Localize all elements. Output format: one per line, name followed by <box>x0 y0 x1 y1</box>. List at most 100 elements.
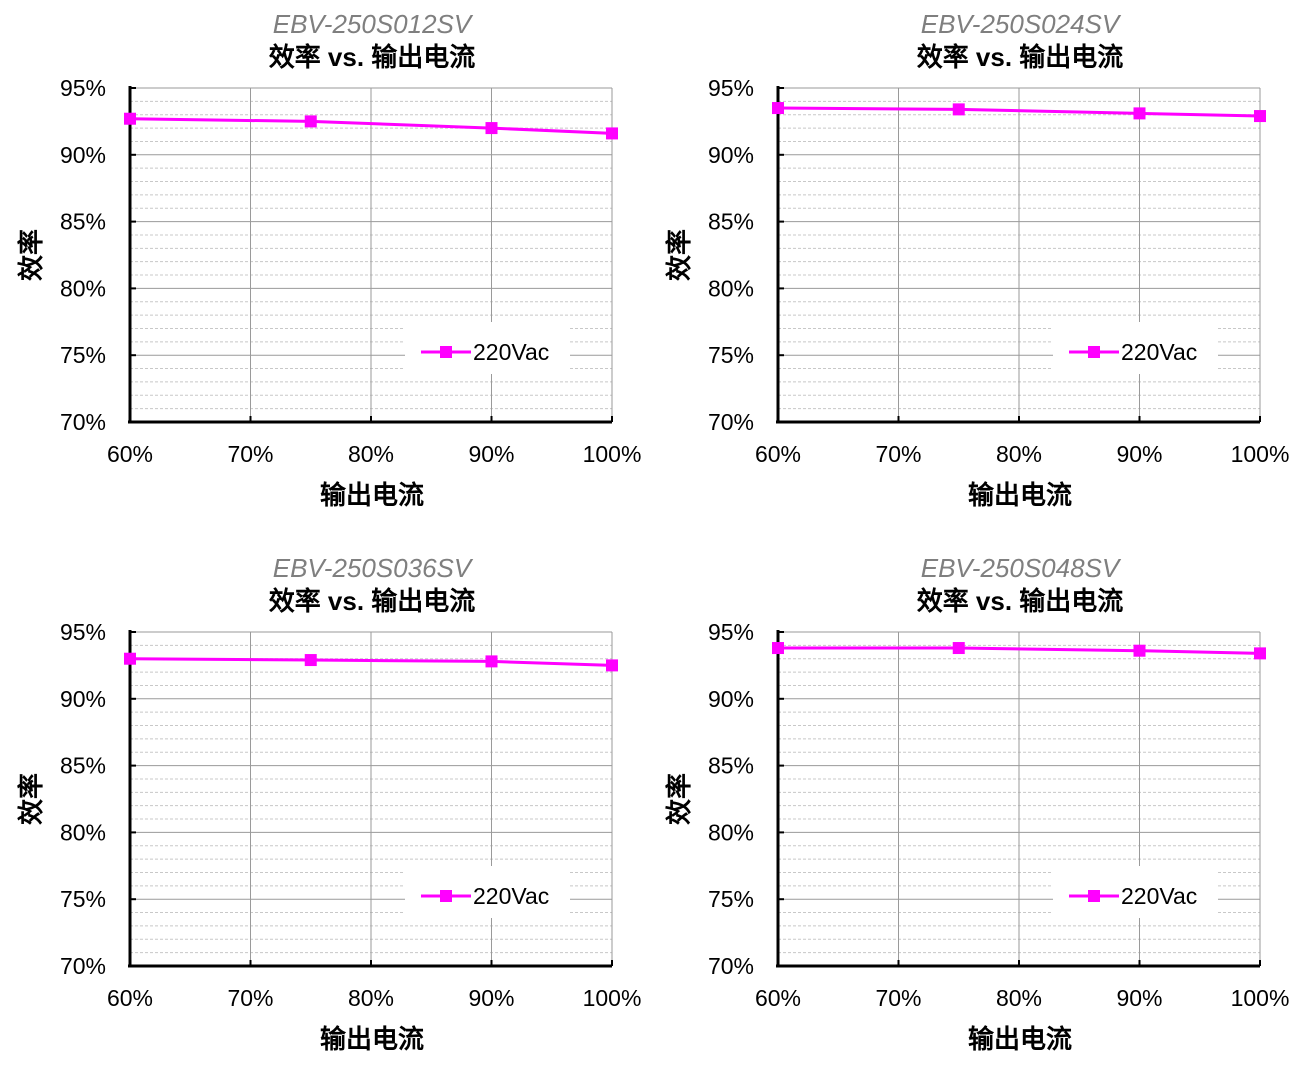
legend-box <box>405 322 570 374</box>
x-tick-label: 100% <box>583 441 642 467</box>
x-tick-label: 90% <box>1116 441 1162 467</box>
x-tick-label: 90% <box>1116 985 1162 1011</box>
y-tick-label: 85% <box>708 753 754 779</box>
data-point-marker <box>485 122 498 135</box>
chart-model-title: EBV-250S024SV <box>921 9 1122 39</box>
data-point-marker <box>772 102 784 115</box>
y-tick-label: 90% <box>708 686 754 712</box>
y-tick-label: 75% <box>708 342 754 368</box>
y-tick-label: 75% <box>60 342 106 368</box>
data-point-marker <box>606 127 618 140</box>
x-tick-label: 100% <box>1231 441 1290 467</box>
y-tick-label: 70% <box>708 409 754 435</box>
x-tick-label: 60% <box>107 441 153 467</box>
y-tick-label: 70% <box>60 409 106 435</box>
y-tick-label: 80% <box>60 275 106 301</box>
legend-label: 220Vac <box>1121 339 1197 365</box>
y-tick-label: 70% <box>60 953 106 979</box>
legend-box <box>1053 866 1218 918</box>
y-tick-label: 75% <box>60 886 106 912</box>
data-point-marker <box>772 642 784 655</box>
data-point-marker <box>124 652 136 665</box>
chart-panel: EBV-250S048SV 效率 vs. 输出电流 70% 75% 80% 85% 90% 9… <box>648 544 1301 1071</box>
data-point-marker <box>304 115 317 128</box>
data-point-marker <box>1133 644 1146 657</box>
x-tick-label: 80% <box>996 985 1042 1011</box>
x-tick-label: 60% <box>755 985 801 1011</box>
x-tick-label: 70% <box>875 441 921 467</box>
y-tick-label: 90% <box>60 686 106 712</box>
series-line <box>778 646 1261 655</box>
x-tick-label: 90% <box>468 441 514 467</box>
x-tick-label: 60% <box>107 985 153 1011</box>
legend-box <box>1053 322 1218 374</box>
y-axis-label: 效率 <box>16 773 46 825</box>
chart-model-title: EBV-250S048SV <box>921 553 1122 583</box>
legend-marker <box>440 346 452 358</box>
y-tick-label: 80% <box>708 819 754 845</box>
data-point-marker <box>952 642 965 655</box>
x-tick-label: 70% <box>875 985 921 1011</box>
data-point-marker <box>304 654 317 667</box>
y-tick-label: 95% <box>708 619 754 645</box>
y-axis-label: 效率 <box>16 229 46 281</box>
x-axis-label: 输出电流 <box>968 1024 1072 1054</box>
legend-box <box>405 866 570 918</box>
chart-panel: EBV-250S036SV 效率 vs. 输出电流 70% 75% 80% 85% 90% 9… <box>0 544 653 1071</box>
x-axis-label: 输出电流 <box>968 480 1072 510</box>
x-tick-label: 90% <box>468 985 514 1011</box>
chart-title: 效率 vs. 输出电流 <box>917 586 1124 616</box>
y-tick-label: 80% <box>60 819 106 845</box>
data-point-marker <box>1254 110 1266 123</box>
y-tick-label: 80% <box>708 275 754 301</box>
chart-title: 效率 vs. 输出电流 <box>917 42 1124 72</box>
x-tick-label: 100% <box>583 985 642 1011</box>
y-axis-label: 效率 <box>664 229 694 281</box>
series-line <box>129 117 613 135</box>
x-tick-label: 80% <box>348 441 394 467</box>
chart-panel: EBV-250S012SV 效率 vs. 输出电流 70% 75% 80% 85% 90% 9… <box>0 0 653 527</box>
y-axis-label: 效率 <box>664 773 694 825</box>
y-tick-label: 85% <box>60 753 106 779</box>
x-tick-label: 60% <box>755 441 801 467</box>
legend-label: 220Vac <box>473 339 549 365</box>
series-line <box>777 106 1261 118</box>
y-tick-label: 95% <box>60 75 106 101</box>
x-tick-label: 80% <box>996 441 1042 467</box>
data-point-marker <box>485 655 498 668</box>
chart-title: 效率 vs. 输出电流 <box>269 42 476 72</box>
x-tick-label: 70% <box>227 985 273 1011</box>
chart-model-title: EBV-250S012SV <box>273 9 474 39</box>
data-point-marker <box>1133 107 1146 120</box>
chart-panel: EBV-250S024SV 效率 vs. 输出电流 70% 75% 80% 85% 90% 9… <box>648 0 1301 527</box>
x-tick-label: 100% <box>1231 985 1290 1011</box>
chart-title: 效率 vs. 输出电流 <box>269 586 476 616</box>
data-point-marker <box>606 659 618 672</box>
series-line <box>129 657 613 667</box>
y-tick-label: 95% <box>60 619 106 645</box>
y-tick-label: 95% <box>708 75 754 101</box>
y-tick-label: 90% <box>708 142 754 168</box>
legend-label: 220Vac <box>1121 883 1197 909</box>
data-point-marker <box>1254 647 1266 660</box>
legend-marker <box>1088 890 1100 902</box>
chart-model-title: EBV-250S036SV <box>273 553 474 583</box>
data-point-marker <box>952 103 965 116</box>
legend-label: 220Vac <box>473 883 549 909</box>
legend-marker <box>440 890 452 902</box>
y-tick-label: 75% <box>708 886 754 912</box>
y-tick-label: 85% <box>708 209 754 235</box>
y-tick-label: 70% <box>708 953 754 979</box>
legend-marker <box>1088 346 1100 358</box>
y-tick-label: 90% <box>60 142 106 168</box>
x-tick-label: 70% <box>227 441 273 467</box>
x-tick-label: 80% <box>348 985 394 1011</box>
y-tick-label: 85% <box>60 209 106 235</box>
x-axis-label: 输出电流 <box>320 480 424 510</box>
data-point-marker <box>124 112 136 125</box>
